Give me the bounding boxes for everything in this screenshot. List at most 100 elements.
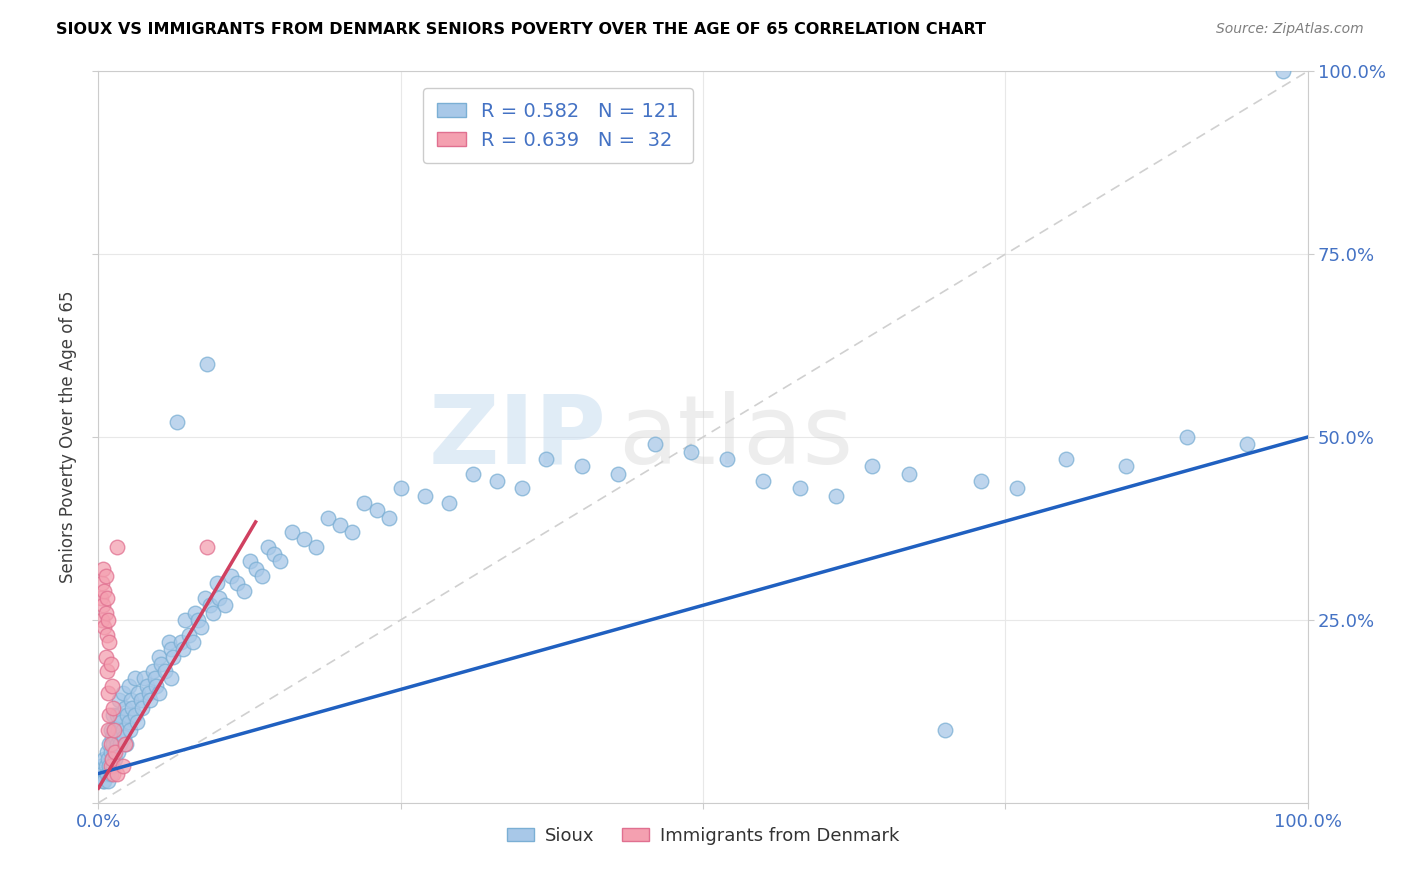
Point: [263, 547, 285, 561]
Point: [100, 679, 122, 693]
Point: [316, 510, 339, 524]
Point: [91, 576, 114, 591]
Point: [94, 606, 117, 620]
Point: [105, 737, 128, 751]
Point: [148, 686, 170, 700]
Point: [239, 554, 262, 568]
Point: [127, 715, 149, 730]
Point: [510, 481, 533, 495]
Point: [108, 730, 131, 744]
Point: [281, 525, 304, 540]
Point: [187, 613, 209, 627]
Point: [389, 481, 412, 495]
Point: [1115, 459, 1137, 474]
Point: [205, 576, 228, 591]
Point: [143, 672, 166, 686]
Point: [162, 649, 184, 664]
Point: [104, 730, 127, 744]
Point: [134, 672, 156, 686]
Legend: Sioux, Immigrants from Denmark: Sioux, Immigrants from Denmark: [501, 820, 905, 852]
Point: [94, 649, 117, 664]
Point: [118, 715, 141, 730]
Point: [897, 467, 920, 481]
Point: [129, 693, 152, 707]
Point: [1272, 64, 1295, 78]
Point: [105, 766, 128, 780]
Point: [91, 599, 114, 613]
Point: [96, 745, 118, 759]
Point: [103, 723, 125, 737]
Point: [135, 679, 157, 693]
Point: [111, 759, 134, 773]
Point: [1236, 437, 1258, 451]
Point: [181, 635, 204, 649]
Point: [97, 752, 120, 766]
Point: [250, 569, 273, 583]
Point: [413, 489, 436, 503]
Point: [245, 562, 267, 576]
Point: [91, 613, 114, 627]
Point: [305, 540, 328, 554]
Text: Source: ZipAtlas.com: Source: ZipAtlas.com: [1216, 22, 1364, 37]
Point: [127, 686, 149, 700]
Point: [103, 723, 125, 737]
Point: [160, 642, 183, 657]
Point: [463, 467, 485, 481]
Y-axis label: Seniors Poverty Over the Age of 65: Seniors Poverty Over the Age of 65: [59, 291, 77, 583]
Point: [115, 737, 138, 751]
Point: [90, 591, 112, 605]
Point: [607, 467, 630, 481]
Point: [101, 737, 124, 751]
Point: [292, 533, 315, 547]
Point: [124, 672, 146, 686]
Point: [214, 599, 236, 613]
Point: [101, 759, 124, 773]
Point: [174, 613, 197, 627]
Point: [179, 627, 201, 641]
Point: [114, 700, 136, 714]
Point: [100, 745, 122, 759]
Point: [1054, 452, 1077, 467]
Point: [107, 745, 129, 759]
Point: [934, 723, 956, 737]
Point: [114, 737, 136, 751]
Point: [329, 517, 352, 532]
Point: [172, 642, 194, 657]
Point: [752, 474, 775, 488]
Text: atlas: atlas: [619, 391, 853, 483]
Point: [118, 679, 141, 693]
Point: [148, 649, 170, 664]
Point: [377, 510, 399, 524]
Point: [108, 708, 131, 723]
Point: [93, 583, 115, 598]
Point: [184, 606, 207, 620]
Point: [1175, 430, 1198, 444]
Point: [571, 459, 593, 474]
Point: [716, 452, 738, 467]
Point: [108, 737, 131, 751]
Text: SIOUX VS IMMIGRANTS FROM DENMARK SENIORS POVERTY OVER THE AGE OF 65 CORRELATION : SIOUX VS IMMIGRANTS FROM DENMARK SENIORS…: [56, 22, 986, 37]
Point: [111, 686, 134, 700]
Point: [104, 745, 127, 759]
Point: [145, 679, 167, 693]
Point: [120, 693, 142, 707]
Point: [93, 773, 115, 788]
Point: [91, 562, 114, 576]
Point: [190, 620, 212, 634]
Point: [118, 723, 141, 737]
Point: [94, 759, 117, 773]
Point: [195, 357, 218, 371]
Point: [169, 635, 191, 649]
Point: [91, 766, 114, 780]
Point: [486, 474, 509, 488]
Point: [96, 591, 118, 605]
Point: [97, 686, 120, 700]
Point: [860, 459, 883, 474]
Point: [100, 730, 122, 744]
Point: [117, 708, 139, 723]
Point: [825, 489, 848, 503]
Point: [105, 540, 128, 554]
Point: [644, 437, 666, 451]
Point: [98, 635, 121, 649]
Point: [101, 708, 124, 723]
